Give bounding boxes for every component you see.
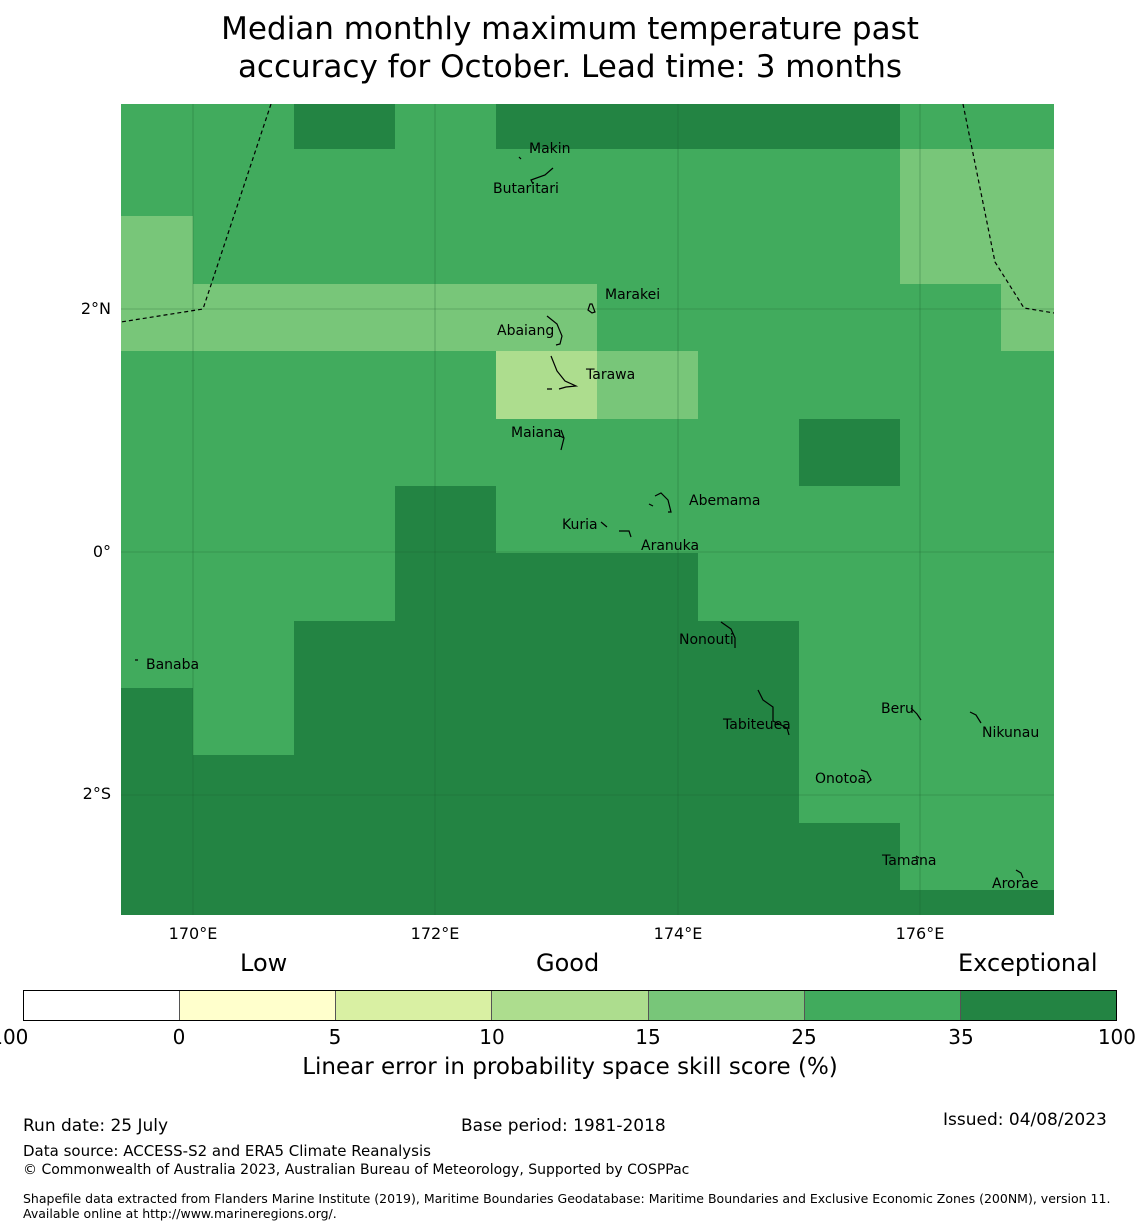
grid-cell-dark: [395, 553, 698, 621]
place-label: Beru: [881, 701, 914, 717]
run-date: Run date: 25 July: [23, 1116, 169, 1136]
island-kuria-aranuka: [600, 521, 632, 538]
colorbar-segment: [336, 991, 493, 1020]
island-tarawa: [547, 355, 579, 390]
place-label: Butaritari: [493, 181, 559, 197]
colorbar-tick: 0: [172, 1025, 186, 1049]
island-abemama: [648, 492, 672, 513]
skill-grid: [121, 104, 1054, 915]
title-line-2: accuracy for October. Lead time: 3 month…: [237, 49, 903, 85]
colorbar-tick: 5: [328, 1025, 342, 1049]
grid-cell-light: [121, 216, 193, 351]
lat-label-2n: 2°N: [80, 299, 111, 318]
place-label: Nikunau: [982, 725, 1040, 741]
lon-label-176e: 176°E: [895, 924, 945, 943]
grid-cell-light: [597, 351, 698, 419]
colorbar-tick: 15: [635, 1025, 661, 1049]
grid-cell-lightest: [496, 351, 597, 419]
graticule: [121, 104, 1054, 915]
place-label: Banaba: [146, 657, 200, 673]
legend-category-good: Good: [536, 949, 600, 977]
island-abaiang: [546, 315, 563, 346]
grid-cell-light: [900, 149, 1054, 284]
grid-cell-light: [193, 284, 597, 351]
grid-cell-dark: [799, 823, 900, 915]
colorbar-segment: [492, 991, 649, 1020]
colorbar-tick: 100: [1097, 1025, 1136, 1049]
place-label: Arorae: [992, 876, 1039, 892]
colorbar-tick: 25: [791, 1025, 817, 1049]
colorbar-tick: -100: [0, 1025, 29, 1049]
lon-label-172e: 172°E: [410, 924, 460, 943]
colorbar-label: Linear error in probability space skill …: [302, 1054, 838, 1080]
lon-label-174e: 174°E: [653, 924, 703, 943]
issued-date: Issued: 04/08/2023: [943, 1110, 1107, 1130]
eez-boundary: [121, 104, 1054, 323]
colorbar-tick: 35: [948, 1025, 974, 1049]
island-arorae: [1015, 869, 1024, 879]
place-label: Abemama: [689, 493, 761, 509]
colorbar-segment: [648, 991, 805, 1020]
colorbar-tick: 10: [479, 1025, 505, 1049]
lon-label-170e: 170°E: [168, 924, 218, 943]
place-label: Maiana: [511, 425, 562, 441]
colorbar-segment: [24, 991, 181, 1020]
lat-label-0: 0°: [92, 542, 111, 561]
data-source: Data source: ACCESS-S2 and ERA5 Climate …: [23, 1142, 431, 1160]
grid-cell-mid: [193, 621, 294, 755]
map-title: Median monthly maximum temperature past …: [0, 10, 1140, 86]
island-nonouti: [720, 621, 736, 648]
island-marakei: [587, 303, 596, 314]
island-tabiteuea: [757, 689, 790, 736]
place-label: Marakei: [605, 287, 661, 303]
place-label: Aranuka: [641, 538, 700, 554]
island-onotoa: [860, 769, 872, 784]
place-label: Onotoa: [815, 771, 867, 787]
place-label: Makin: [529, 141, 571, 157]
title-line-1: Median monthly maximum temperature past: [221, 11, 919, 47]
place-label: Tamana: [882, 853, 937, 869]
colorbar-segment: [180, 991, 337, 1020]
grid-cell-dark: [395, 486, 496, 553]
place-label: Tarawa: [586, 367, 636, 383]
legend-category-exceptional: Exceptional: [958, 949, 1098, 977]
colorbar-segment: [960, 991, 1116, 1020]
legend-category-low: Low: [240, 949, 288, 977]
place-label: Tabiteuea: [723, 717, 791, 733]
island-makin: [518, 156, 522, 160]
grid-cell-dark: [496, 104, 900, 149]
island-tamana: [915, 855, 920, 859]
colorbar-segment: [804, 991, 961, 1020]
place-label: Abaiang: [497, 323, 555, 339]
shapefile-credit: Shapefile data extracted from Flanders M…: [23, 1191, 1111, 1221]
base-period: Base period: 1981-2018: [461, 1116, 666, 1136]
grid-cell-light: [1001, 284, 1054, 351]
island-maiana: [557, 429, 565, 451]
place-label: Kuria: [562, 517, 598, 533]
grid-cell-dark: [193, 755, 294, 915]
skill-map: [121, 104, 1054, 915]
grid-cell-mid: [698, 553, 799, 621]
grid-cell-dark: [294, 621, 799, 915]
island-outlines: [135, 156, 1024, 879]
grid-cell-dark: [799, 419, 900, 486]
place-label: Nonouti: [679, 632, 734, 648]
island-nikunau: [969, 711, 982, 724]
lat-label-2s: 2°S: [82, 784, 111, 803]
grid-cell-dark: [294, 104, 395, 149]
island-beru: [910, 707, 922, 721]
island-butaritari: [530, 167, 554, 185]
colorbar: [23, 990, 1117, 1021]
copyright: © Commonwealth of Australia 2023, Austra…: [23, 1162, 690, 1178]
grid-cell-dark: [900, 890, 1054, 915]
